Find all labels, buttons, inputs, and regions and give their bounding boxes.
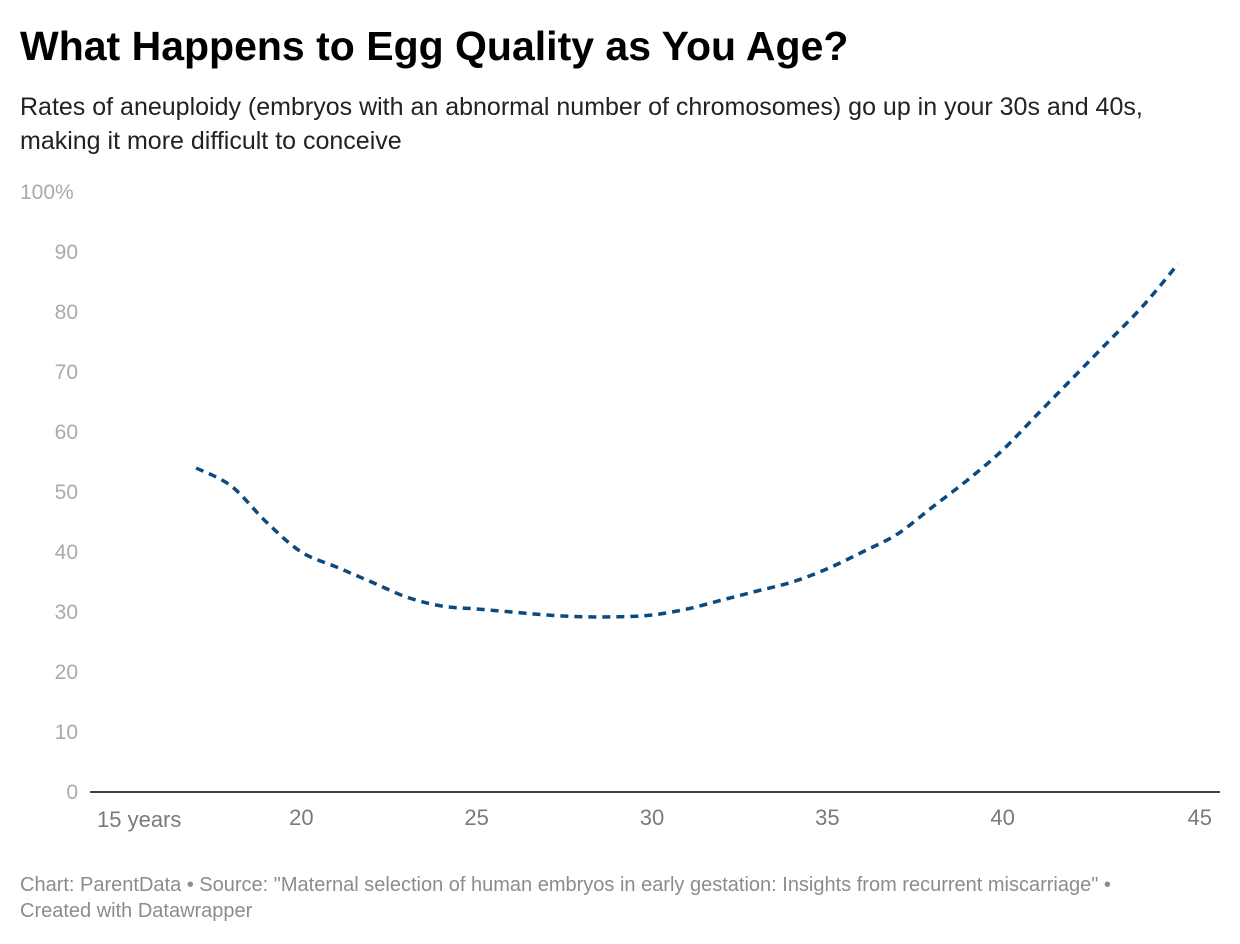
x-tick-label: 15 years [97, 807, 181, 832]
line-chart: 0 10 20 30 40 50 60 70 80 90 100% 15 years 20 25 30 35… [20, 181, 1220, 832]
x-tick-label: 45 [1188, 805, 1212, 830]
x-tick-label: 25 [464, 805, 488, 830]
y-tick-label: 80 [55, 301, 78, 324]
y-tick-label: 50 [55, 481, 78, 504]
y-tick-label: 0 [66, 781, 78, 804]
chart-subtitle: Rates of aneuploidy (embryos with an abn… [20, 93, 1143, 155]
x-tick-label: 20 [289, 805, 313, 830]
y-tick-label: 100% [20, 181, 74, 204]
y-tick-label: 70 [55, 361, 78, 384]
y-tick-label: 40 [55, 541, 78, 564]
chart-footer: Chart: ParentData • Source: "Maternal se… [20, 874, 1111, 922]
y-tick-label: 20 [55, 661, 78, 684]
y-tick-label: 90 [55, 241, 78, 264]
y-axis-ticks: 0 10 20 30 40 50 60 70 80 90 100% [20, 181, 78, 804]
y-tick-label: 60 [55, 421, 78, 444]
chart-title: What Happens to Egg Quality as You Age? [20, 23, 849, 69]
aneuploidy-rate-line[interactable] [195, 262, 1180, 619]
x-tick-label: 30 [640, 805, 664, 830]
y-tick-label: 30 [55, 601, 78, 624]
y-tick-label: 10 [55, 721, 78, 744]
x-axis-ticks: 15 years 20 25 30 35 40 45 [97, 805, 1212, 832]
x-tick-label: 35 [815, 805, 839, 830]
x-tick-label: 40 [990, 805, 1014, 830]
